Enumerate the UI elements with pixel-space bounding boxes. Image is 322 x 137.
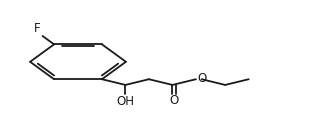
Text: O: O <box>197 72 207 85</box>
Text: O: O <box>169 94 179 107</box>
Text: F: F <box>33 22 40 35</box>
Text: OH: OH <box>117 95 135 108</box>
